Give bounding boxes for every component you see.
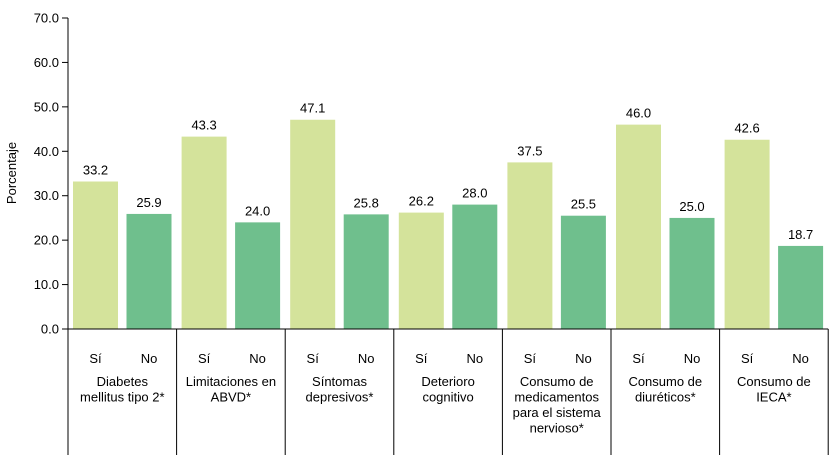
bar <box>343 214 389 329</box>
y-tick-label: 40.0 <box>34 144 59 159</box>
subcategory-label: No <box>358 351 375 366</box>
bar <box>560 215 606 329</box>
bar <box>398 212 444 329</box>
group-label: diuréticos* <box>635 390 696 405</box>
bar-value-label: 24.0 <box>245 203 270 218</box>
subcategory-label: Sí <box>632 351 645 366</box>
group-label: depresivos* <box>306 390 374 405</box>
bar-value-label: 47.1 <box>300 101 325 116</box>
subcategory-label: Sí <box>307 351 320 366</box>
bar-value-label: 26.2 <box>409 194 434 209</box>
bar-value-label: 25.0 <box>679 199 704 214</box>
group-label: mellitus tipo 2* <box>80 390 165 405</box>
group-label: nervioso* <box>530 421 584 436</box>
bar <box>507 162 553 329</box>
bar-value-label: 25.9 <box>136 195 161 210</box>
bar <box>669 217 715 329</box>
subcategory-label: Sí <box>524 351 537 366</box>
group-label: Síntomas <box>312 374 367 389</box>
group-label: Deterioro <box>421 374 474 389</box>
group-label: medicamentos <box>514 390 599 405</box>
bar <box>452 204 498 329</box>
subcategory-label: Sí <box>741 351 754 366</box>
bar <box>616 124 661 329</box>
bar <box>73 181 118 329</box>
subcategory-label: Sí <box>415 351 428 366</box>
group-label: cognitivo <box>422 390 473 405</box>
data-labels: 33.2 25.9 43.3 24.0 47.1 25.8 26.2 28.0 37.5 25.5… <box>83 101 813 242</box>
bars <box>73 119 824 330</box>
group-label: Consumo de <box>737 374 811 389</box>
bar-value-label: 43.3 <box>191 118 216 133</box>
y-tick-label: 30.0 <box>34 188 59 203</box>
bar-value-label: 33.2 <box>83 162 108 177</box>
y-tick-label: 10.0 <box>34 277 59 292</box>
subcategory-label: No <box>792 351 809 366</box>
bar <box>290 119 336 330</box>
bar <box>724 139 770 329</box>
bar-value-label: 37.5 <box>517 143 542 158</box>
bar <box>181 136 227 329</box>
group-label: ABVD* <box>211 390 251 405</box>
bar <box>235 222 281 329</box>
group-label: para el sistema <box>513 405 602 420</box>
y-tick-label: 70.0 <box>34 11 59 26</box>
bar-value-label: 25.8 <box>354 195 379 210</box>
y-tick-label: 0.0 <box>41 322 59 337</box>
bar-value-label: 18.7 <box>788 227 813 242</box>
subcategory-label: Sí <box>198 351 211 366</box>
y-tick-label: 20.0 <box>34 233 59 248</box>
subcategory-label: No <box>575 351 592 366</box>
bar-value-label: 25.5 <box>571 197 596 212</box>
group-label: Consumo de <box>628 374 702 389</box>
y-tick-label: 50.0 <box>34 99 59 114</box>
bar-value-label: 46.0 <box>626 106 651 121</box>
subcategory-label: No <box>684 351 701 366</box>
bar-value-label: 42.6 <box>734 121 759 136</box>
bar <box>778 245 824 329</box>
group-label: Diabetes <box>97 374 149 389</box>
bar <box>126 213 172 329</box>
y-axis: 0.0 10.0 20.0 30.0 40.0 50.0 60.0 70.0 <box>34 11 69 337</box>
group-label: Limitaciones en <box>186 374 276 389</box>
subcategory-label: Sí <box>89 351 102 366</box>
subcategory-label: No <box>466 351 483 366</box>
bar-value-label: 28.0 <box>462 186 487 201</box>
y-axis-label: Porcentaje <box>4 142 19 204</box>
subcategory-label: No <box>141 351 158 366</box>
subcategory-label: No <box>249 351 266 366</box>
group-label: IECA* <box>756 390 791 405</box>
group-label: Consumo de <box>520 374 594 389</box>
y-tick-label: 60.0 <box>34 55 59 70</box>
